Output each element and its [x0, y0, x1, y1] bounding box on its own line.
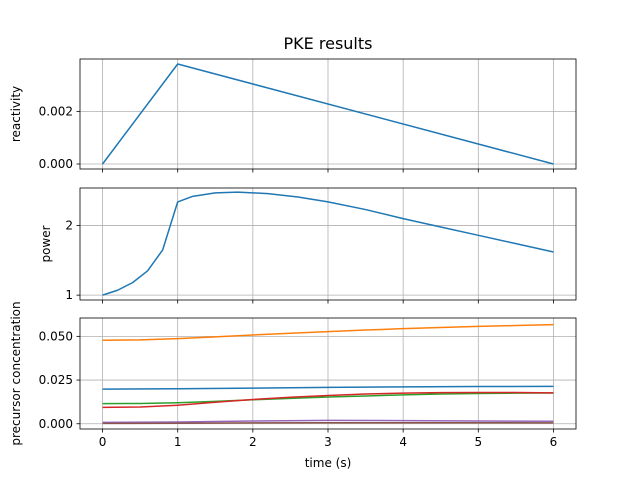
series-line-1 — [101, 63, 554, 165]
y-axis-label: reactivity — [9, 86, 23, 142]
y-tick-label-1: 0.002 — [39, 104, 73, 118]
y-tick-label-1: 2 — [65, 219, 73, 233]
y-tick-label-1: 0.025 — [39, 373, 73, 387]
series-line-1 — [102, 385, 554, 390]
y-tick-label-0: 1 — [65, 288, 73, 302]
chart-title: PKE results — [284, 34, 373, 53]
y-axis-label: power — [39, 225, 53, 262]
x-tick-label-5: 5 — [474, 435, 482, 449]
y-tick-label-2: 0.050 — [39, 329, 73, 343]
series-line-2 — [102, 323, 554, 341]
y-tick-label-0: 0.000 — [39, 157, 73, 171]
x-axis-label: time (s) — [305, 456, 352, 470]
subplot-3: 0 1 2 3 4 5 6 0.000 0.025 0.050 precursor concentr… — [9, 301, 577, 470]
x-tick-label-6: 6 — [550, 435, 558, 449]
series-line-1 — [102, 191, 554, 296]
x-tick-label-4: 4 — [399, 435, 407, 449]
x-tick-label-1: 1 — [174, 435, 182, 449]
series-line-3 — [102, 392, 554, 405]
series-line-6 — [102, 421, 554, 425]
subplot-1: 0.000 0.002 reactivity PKE results — [9, 34, 577, 173]
series-line-4 — [102, 391, 554, 409]
x-tick-label-0: 0 — [99, 435, 107, 449]
y-axis-label: precursor concentration — [9, 301, 23, 445]
subplot-2: 1 2 power — [39, 187, 577, 304]
series-line-5 — [102, 419, 554, 424]
y-tick-label-0: 0.000 — [39, 417, 73, 431]
x-tick-label-3: 3 — [324, 435, 332, 449]
x-tick-label-2: 2 — [249, 435, 257, 449]
